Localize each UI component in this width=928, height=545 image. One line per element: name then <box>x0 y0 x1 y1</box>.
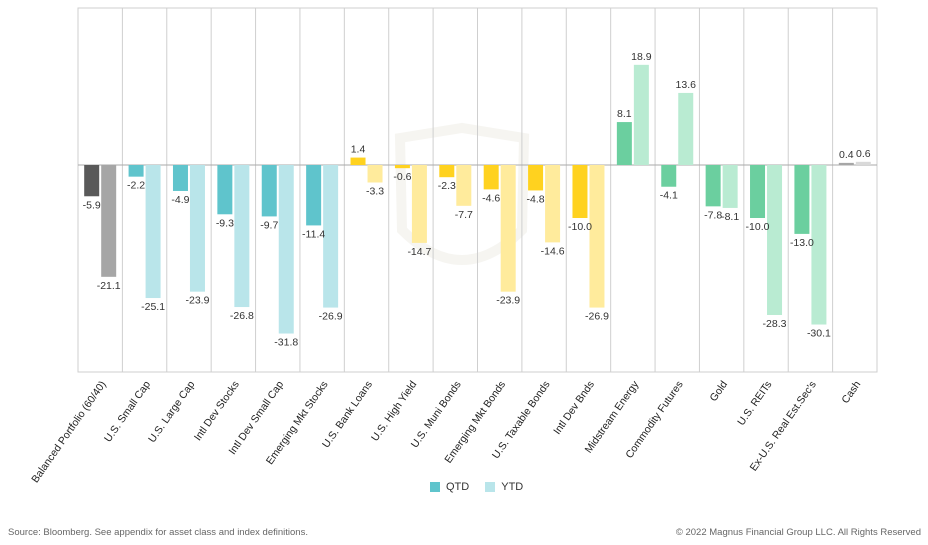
data-label-ytd: -26.8 <box>230 310 254 322</box>
data-label-qtd: 1.4 <box>351 144 366 156</box>
bar-qtd <box>217 165 233 215</box>
data-label-ytd: -23.9 <box>186 295 210 307</box>
bar-ytd <box>589 165 605 308</box>
data-label-ytd: -23.9 <box>496 295 520 307</box>
bar-qtd <box>261 165 277 217</box>
data-label-qtd: -10.0 <box>568 221 592 233</box>
data-label-qtd: -4.6 <box>482 192 500 204</box>
data-label-qtd: -11.4 <box>302 228 325 240</box>
bar-qtd <box>350 157 366 165</box>
data-label-ytd: 18.9 <box>631 51 652 63</box>
data-label-ytd: -25.1 <box>141 301 165 313</box>
bar-qtd <box>528 165 544 191</box>
bar-ytd <box>411 165 427 243</box>
data-label-ytd: -14.6 <box>541 245 565 257</box>
data-label-qtd: -2.2 <box>127 180 145 192</box>
category-label: Cash <box>839 379 863 406</box>
bar-ytd <box>722 165 738 208</box>
data-label-qtd: -9.3 <box>216 217 234 229</box>
bar-qtd <box>661 165 677 187</box>
data-label-qtd: 0.4 <box>839 149 854 161</box>
bar-ytd <box>500 165 516 292</box>
bar-ytd <box>101 165 117 277</box>
bar-ytd <box>767 165 783 315</box>
bar-ytd <box>456 165 472 206</box>
bar-ytd <box>145 165 161 299</box>
data-label-qtd: -13.0 <box>790 237 814 249</box>
data-label-ytd: -26.9 <box>319 311 343 323</box>
bar-qtd <box>705 165 721 207</box>
bar-ytd <box>189 165 205 292</box>
source-note: Source: Bloomberg. See appendix for asse… <box>8 527 308 538</box>
category-label: U.S. High Yield <box>369 379 419 444</box>
bar-qtd <box>616 122 632 165</box>
bar-qtd <box>572 165 588 218</box>
bar-qtd <box>439 165 455 178</box>
data-label-qtd: 8.1 <box>617 108 632 120</box>
data-label-ytd: 13.6 <box>676 79 697 91</box>
bar-qtd <box>172 165 188 191</box>
category-label: Intl Dev Stocks <box>192 379 242 443</box>
category-label: U.S. Large Cap <box>146 379 197 445</box>
legend-item-qtd: QTD <box>430 481 469 493</box>
data-label-ytd: -26.9 <box>585 311 609 323</box>
bar-ytd <box>234 165 250 308</box>
data-label-qtd: -4.9 <box>171 194 189 206</box>
data-label-qtd: -10.0 <box>746 221 770 233</box>
category-label: U.S. REITs <box>735 379 774 428</box>
bar-qtd <box>750 165 766 218</box>
data-label-qtd: -4.1 <box>660 190 678 202</box>
data-label-ytd: -31.8 <box>274 337 298 349</box>
category-label: U.S. Small Cap <box>102 379 153 445</box>
data-label-ytd: -21.1 <box>97 280 121 292</box>
legend-item-ytd: YTD <box>485 481 523 493</box>
data-label-ytd: 0.6 <box>856 148 871 160</box>
category-label: Intl Dev Bnds <box>551 379 597 437</box>
data-label-qtd: -2.3 <box>438 180 456 192</box>
bar-qtd <box>794 165 810 234</box>
legend-label-ytd: YTD <box>501 481 524 493</box>
legend-swatch-ytd <box>485 482 496 492</box>
bar-qtd <box>84 165 100 197</box>
data-label-ytd: -7.7 <box>455 209 473 221</box>
category-label: U.S. Bank Loans <box>320 379 375 450</box>
legend-label-qtd: QTD <box>446 481 470 493</box>
bar-qtd <box>838 162 854 165</box>
data-label-qtd: -9.7 <box>260 219 278 231</box>
data-label-qtd: -0.6 <box>393 171 411 183</box>
data-label-ytd: -30.1 <box>807 328 831 340</box>
bar-ytd <box>545 165 561 243</box>
data-label-qtd: -5.9 <box>83 199 101 211</box>
bar-qtd <box>394 165 410 169</box>
data-label-ytd: -8.1 <box>721 211 739 223</box>
bar-qtd <box>128 165 144 177</box>
category-label: Balanced Portfolio (60/40) <box>29 379 108 485</box>
bar-ytd <box>633 64 649 165</box>
data-label-ytd: -14.7 <box>407 246 431 258</box>
bar-ytd <box>278 165 294 334</box>
data-label-qtd: -4.8 <box>527 193 545 205</box>
bar-ytd <box>678 92 694 165</box>
data-label-ytd: -28.3 <box>763 318 787 330</box>
bar-qtd <box>306 165 322 226</box>
bar-ytd <box>367 165 383 183</box>
bar-ytd <box>811 165 827 325</box>
bar-qtd <box>483 165 499 190</box>
category-label: Gold <box>708 379 731 404</box>
data-label-ytd: -3.3 <box>366 185 384 197</box>
bar-ytd <box>855 161 871 165</box>
bar-ytd <box>323 165 339 308</box>
legend-swatch-qtd <box>430 482 440 492</box>
copyright-note: © 2022 Magnus Financial Group LLC. All R… <box>675 527 921 538</box>
chart-legend: QTD YTD <box>430 480 539 494</box>
data-label-qtd: -7.8 <box>704 209 722 221</box>
